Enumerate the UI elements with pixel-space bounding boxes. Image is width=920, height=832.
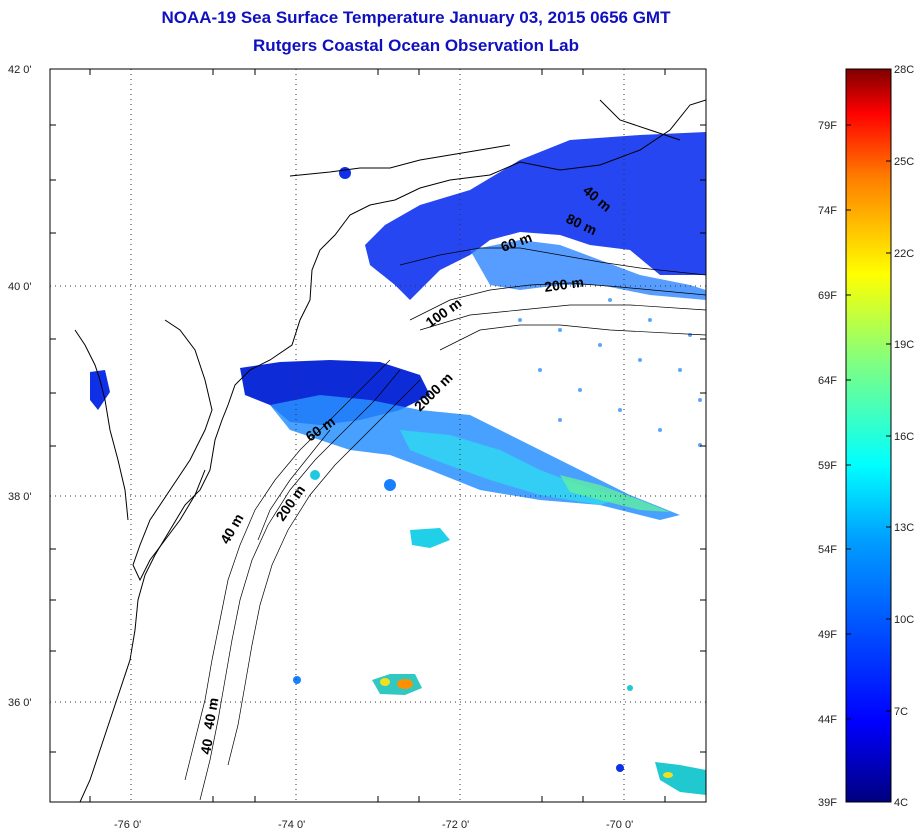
colorbar-f-label: 49F [818,629,837,641]
colorbar-c-label: 28C [894,64,914,76]
lon-label: -70 0' [606,819,633,831]
lat-label: 40 0' [8,281,32,293]
colorbar-c-label: 10C [894,614,914,626]
colorbar-c-label: 13C [894,522,914,534]
coastline [74,99,706,802]
colorbar-c-label: 16C [894,431,914,443]
isobaths [184,247,706,801]
map-title: NOAA-19 Sea Surface Temperature January … [161,8,671,27]
lat-label: 42 0' [8,64,32,76]
graticule [50,69,706,802]
colorbar-f-label: 69F [818,290,837,302]
colorbar-f-label: 44F [818,714,837,726]
colorbar-gradient [845,68,892,803]
isobath-label: 40 [197,737,215,755]
colorbar-f-label: 54F [818,544,837,556]
colorbar-f-label: 74F [818,205,837,217]
lat-label: 36 0' [8,697,32,709]
isobath-label: 40 m [200,696,221,730]
longitude-labels: -76 0' -74 0' -72 0' -70 0' [114,819,633,831]
colorbar-f-label: 59F [818,460,837,472]
colorbar-f-label: 39F [818,797,837,809]
lat-label: 38 0' [8,491,32,503]
colorbar-f-label: 64F [818,375,837,387]
map-area: 40 m 80 m 60 m 200 m 100 m 2000 m 60 m 2… [50,69,706,802]
colorbar: 79F 74F 69F 64F 59F 54F 49F 44F 39F 28C … [818,64,914,809]
colorbar-c-label: 19C [894,339,914,351]
isobath-label: 200 m [543,274,585,295]
map-subtitle: Rutgers Coastal Ocean Observation Lab [253,36,579,55]
sst-patches [90,132,706,795]
colorbar-c-label: 25C [894,156,914,168]
colorbar-c-label: 7C [894,706,908,718]
colorbar-f-label: 79F [818,120,837,132]
axis-ticks [50,69,706,802]
lon-label: -72 0' [442,819,469,831]
lon-label: -76 0' [114,819,141,831]
colorbar-c-label: 22C [894,248,914,260]
colorbar-c-label: 4C [894,797,908,809]
lon-label: -74 0' [278,819,305,831]
latitude-labels: 42 0' 40 0' 38 0' 36 0' [8,64,32,709]
